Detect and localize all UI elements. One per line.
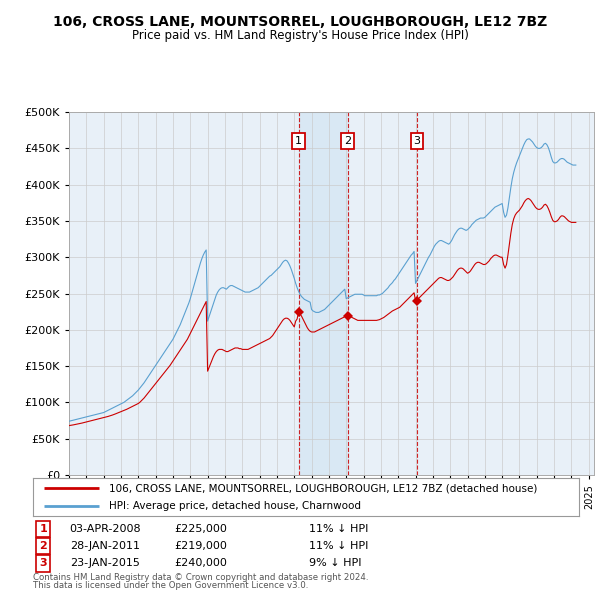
- Text: Price paid vs. HM Land Registry's House Price Index (HPI): Price paid vs. HM Land Registry's House …: [131, 30, 469, 42]
- Text: £240,000: £240,000: [175, 559, 227, 568]
- Text: £225,000: £225,000: [175, 525, 227, 534]
- Text: 03-APR-2008: 03-APR-2008: [69, 525, 141, 534]
- Text: 23-JAN-2015: 23-JAN-2015: [70, 559, 140, 568]
- Text: 2: 2: [344, 136, 351, 146]
- Text: 106, CROSS LANE, MOUNTSORREL, LOUGHBOROUGH, LE12 7BZ (detached house): 106, CROSS LANE, MOUNTSORREL, LOUGHBOROU…: [109, 483, 538, 493]
- Text: This data is licensed under the Open Government Licence v3.0.: This data is licensed under the Open Gov…: [33, 581, 308, 590]
- Text: Contains HM Land Registry data © Crown copyright and database right 2024.: Contains HM Land Registry data © Crown c…: [33, 573, 368, 582]
- Text: 106, CROSS LANE, MOUNTSORREL, LOUGHBOROUGH, LE12 7BZ: 106, CROSS LANE, MOUNTSORREL, LOUGHBOROU…: [53, 15, 547, 30]
- Text: 28-JAN-2011: 28-JAN-2011: [70, 542, 140, 551]
- Text: HPI: Average price, detached house, Charnwood: HPI: Average price, detached house, Char…: [109, 501, 361, 511]
- Text: 3: 3: [40, 559, 47, 568]
- Text: 11% ↓ HPI: 11% ↓ HPI: [309, 525, 368, 534]
- Text: 9% ↓ HPI: 9% ↓ HPI: [309, 559, 361, 568]
- Text: 3: 3: [413, 136, 421, 146]
- Text: £219,000: £219,000: [175, 542, 227, 551]
- Text: 11% ↓ HPI: 11% ↓ HPI: [309, 542, 368, 551]
- Text: 1: 1: [295, 136, 302, 146]
- Text: 1: 1: [40, 525, 47, 534]
- Bar: [299, 112, 347, 475]
- Text: 2: 2: [40, 542, 47, 551]
